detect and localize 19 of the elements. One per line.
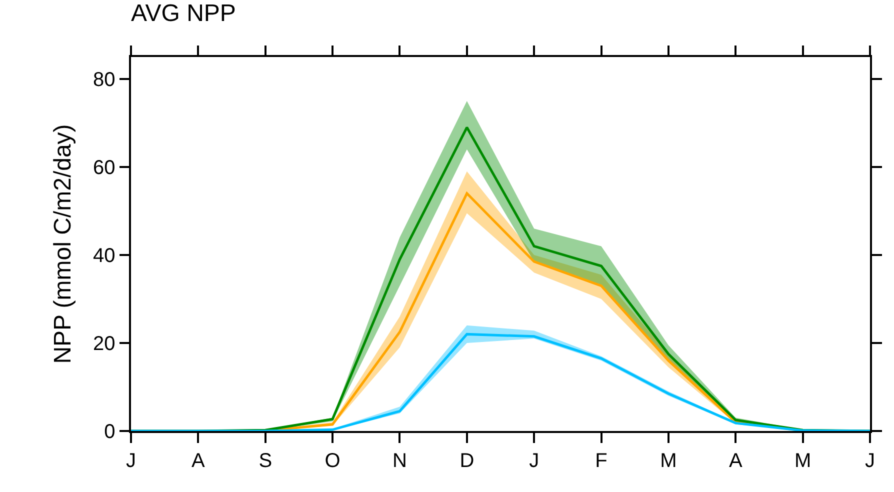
chart-title: AVG NPP (131, 0, 236, 27)
x-tick-label: J (529, 450, 540, 472)
y-tick-label: 0 (104, 421, 116, 443)
x-tick-label: J (126, 450, 136, 472)
x-tick-label: M (794, 450, 812, 472)
y-tick-label: 40 (93, 245, 116, 267)
y-axis-title: NPP (mmol C/m2/day) (50, 124, 77, 364)
x-tick-label: S (258, 450, 272, 472)
x-tick-label: N (392, 450, 407, 472)
y-tick-label: 20 (93, 333, 116, 355)
y-tick-label: 60 (93, 157, 116, 179)
x-tick-label: F (595, 450, 608, 472)
x-tick-label: A (728, 450, 743, 472)
y-tick-label: 80 (93, 69, 116, 91)
x-tick-label: J (865, 450, 875, 472)
x-tick-label: A (192, 450, 206, 472)
x-tick-label: D (460, 450, 474, 472)
x-tick-label: M (660, 450, 677, 472)
x-tick-label: O (324, 450, 340, 472)
